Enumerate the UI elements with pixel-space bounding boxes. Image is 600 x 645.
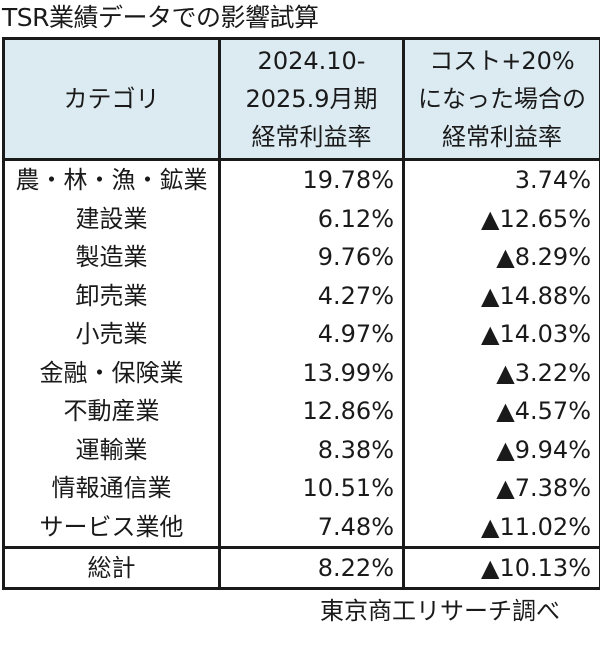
scenario-margin-cell: ▲4.57%	[402, 392, 600, 431]
scenario-margin-cell: 3.74%	[402, 159, 600, 200]
total-scenario-margin: ▲10.13%	[402, 546, 600, 590]
category-cell: 製造業	[2, 238, 221, 277]
actual-margin-cell: 9.76%	[218, 238, 405, 277]
header-category: カテゴリ	[2, 37, 221, 161]
actual-margin-cell: 12.86%	[218, 392, 405, 431]
actual-margin-cell: 10.51%	[218, 469, 405, 508]
category-cell: 建設業	[2, 199, 221, 238]
scenario-margin-cell: ▲8.29%	[402, 238, 600, 277]
scenario-margin-cell: ▲3.22%	[402, 353, 600, 392]
table-row: 情報通信業 10.51% ▲7.38%	[2, 469, 600, 508]
scenario-margin-cell: ▲14.03%	[402, 315, 600, 354]
table-row: 運輸業 8.38% ▲9.94%	[2, 430, 600, 469]
category-cell: 不動産業	[2, 392, 221, 431]
actual-margin-cell: 13.99%	[218, 353, 405, 392]
category-cell: 金融・保険業	[2, 353, 221, 392]
table-row: 建設業 6.12% ▲12.65%	[2, 199, 600, 238]
scenario-margin-cell: ▲7.38%	[402, 469, 600, 508]
actual-margin-cell: 7.48%	[218, 507, 405, 548]
scenario-margin-cell: ▲9.94%	[402, 430, 600, 469]
category-cell: 小売業	[2, 315, 221, 354]
table-header-row: カテゴリ 2024.10- 2025.9月期 経常利益率 コスト+20% になっ…	[2, 37, 600, 161]
table-row: 卸売業 4.27% ▲14.88%	[2, 276, 600, 315]
table-row: 不動産業 12.86% ▲4.57%	[2, 392, 600, 431]
total-actual-margin: 8.22%	[218, 546, 405, 590]
actual-margin-cell: 4.97%	[218, 315, 405, 354]
actual-margin-cell: 6.12%	[218, 199, 405, 238]
table-row: サービス業他 7.48% ▲11.02%	[2, 507, 600, 548]
profit-margin-table: カテゴリ 2024.10- 2025.9月期 経常利益率 コスト+20% になっ…	[2, 37, 600, 590]
actual-margin-cell: 8.38%	[218, 430, 405, 469]
total-row: 総計 8.22% ▲10.13%	[2, 546, 600, 590]
source-note: 東京商工リサーチ調べ	[320, 597, 560, 625]
actual-margin-cell: 19.78%	[218, 159, 405, 200]
scenario-margin-cell: ▲14.88%	[402, 276, 600, 315]
scenario-margin-cell: ▲11.02%	[402, 507, 600, 548]
category-cell: 運輸業	[2, 430, 221, 469]
category-cell: 卸売業	[2, 276, 221, 315]
table-row: 小売業 4.97% ▲14.03%	[2, 315, 600, 354]
page-title: TSR業績データでの影響試算	[2, 3, 319, 32]
total-label: 総計	[2, 546, 221, 590]
header-scenario-margin: コスト+20% になった場合の 経常利益率	[402, 37, 600, 161]
table-row: 金融・保険業 13.99% ▲3.22%	[2, 353, 600, 392]
actual-margin-cell: 4.27%	[218, 276, 405, 315]
table-row: 農・林・漁・鉱業 19.78% 3.74%	[2, 159, 600, 200]
category-cell: 情報通信業	[2, 469, 221, 508]
scenario-margin-cell: ▲12.65%	[402, 199, 600, 238]
category-cell: サービス業他	[2, 507, 221, 548]
header-actual-margin: 2024.10- 2025.9月期 経常利益率	[218, 37, 405, 161]
category-cell: 農・林・漁・鉱業	[2, 159, 221, 200]
table-row: 製造業 9.76% ▲8.29%	[2, 238, 600, 277]
